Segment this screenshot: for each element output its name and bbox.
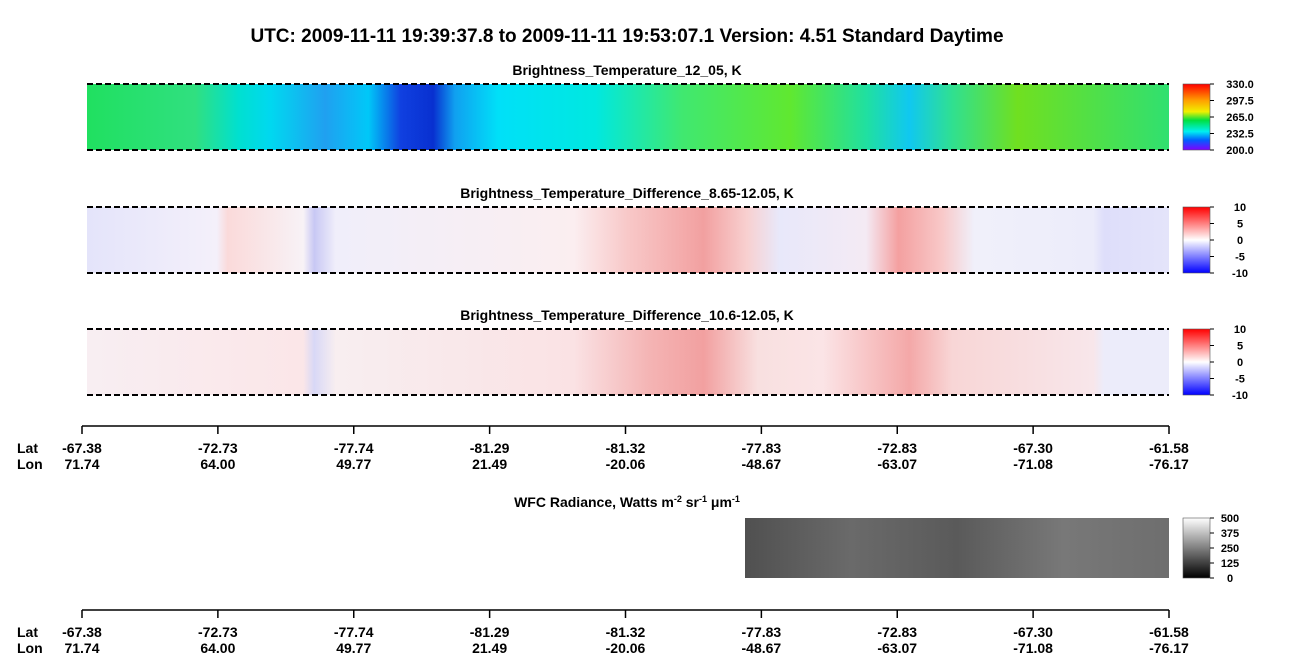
lon-value: 21.49 bbox=[472, 640, 507, 656]
colorbar-tick-label: 200.0 bbox=[1226, 145, 1254, 157]
title-part: WFC Radiance, Watts m bbox=[514, 494, 674, 510]
title-part: sr bbox=[682, 494, 700, 510]
lat-value: -67.30 bbox=[1013, 624, 1053, 640]
lon-value: -71.08 bbox=[1013, 456, 1053, 472]
colorbar-tick-label: 297.5 bbox=[1226, 96, 1254, 108]
lon-value: -63.07 bbox=[877, 456, 917, 472]
lat-value: -61.58 bbox=[1149, 440, 1189, 456]
colorbar bbox=[1182, 328, 1211, 396]
lon-value: -76.17 bbox=[1149, 640, 1189, 656]
title-part: μm bbox=[707, 494, 732, 510]
colorbar-tick-label: 330.0 bbox=[1226, 79, 1254, 91]
lat-value: -81.29 bbox=[470, 440, 510, 456]
lon-value: 71.74 bbox=[64, 456, 99, 472]
colorbar-tick-label: 232.5 bbox=[1226, 129, 1254, 141]
lat-value: -77.83 bbox=[742, 440, 782, 456]
lat-value: -72.73 bbox=[198, 440, 238, 456]
lon-value: -48.67 bbox=[742, 456, 782, 472]
colorbar bbox=[1182, 83, 1211, 151]
lat-value: -67.38 bbox=[62, 440, 102, 456]
lat-label: Lat bbox=[17, 440, 38, 456]
lon-value: -71.08 bbox=[1013, 640, 1053, 656]
lon-value: -48.67 bbox=[742, 640, 782, 656]
superscript: -2 bbox=[674, 494, 682, 504]
colorbar-tick-label: 375 bbox=[1221, 528, 1239, 540]
colorbar-tick-label: 5 bbox=[1237, 219, 1243, 231]
panel-title: Brightness_Temperature_Difference_10.6-1… bbox=[460, 307, 794, 323]
lon-label: Lon bbox=[17, 640, 43, 656]
colorbar-tick-label: -10 bbox=[1232, 268, 1248, 280]
lat-value: -72.83 bbox=[877, 624, 917, 640]
lon-value: -20.06 bbox=[606, 640, 646, 656]
lon-value: 49.77 bbox=[336, 456, 371, 472]
lat-value: -81.29 bbox=[470, 624, 510, 640]
lat-value: -72.73 bbox=[198, 624, 238, 640]
panel-title: Brightness_Temperature_12_05, K bbox=[512, 62, 741, 78]
wfc-title: WFC Radiance, Watts m-2 sr-1 μm-1 bbox=[514, 494, 740, 510]
colorbar-tick-label: 125 bbox=[1221, 558, 1239, 570]
lat-value: -77.74 bbox=[334, 440, 374, 456]
lon-value: -63.07 bbox=[877, 640, 917, 656]
colorbar bbox=[1182, 206, 1211, 274]
lon-value: 49.77 bbox=[336, 640, 371, 656]
lon-value: 64.00 bbox=[200, 640, 235, 656]
lon-value: 71.74 bbox=[64, 640, 99, 656]
lat-value: -67.38 bbox=[62, 624, 102, 640]
lat-value: -67.30 bbox=[1013, 440, 1053, 456]
panel-image bbox=[87, 329, 1169, 395]
colorbar-tick-label: 500 bbox=[1221, 513, 1239, 525]
colorbar-tick-label: 0 bbox=[1227, 573, 1233, 585]
wfc-image bbox=[745, 518, 1169, 578]
lon-value: 21.49 bbox=[472, 456, 507, 472]
lat-value: -72.83 bbox=[877, 440, 917, 456]
superscript: -1 bbox=[732, 494, 740, 504]
colorbar-tick-label: 5 bbox=[1237, 341, 1243, 353]
colorbar-tick-label: -10 bbox=[1232, 390, 1248, 402]
lat-value: -61.58 bbox=[1149, 624, 1189, 640]
lon-value: -20.06 bbox=[606, 456, 646, 472]
colorbar-tick-label: 250 bbox=[1221, 543, 1239, 555]
colorbar-tick-label: 265.0 bbox=[1226, 112, 1254, 124]
panel-image bbox=[87, 207, 1169, 273]
colorbar-tick-label: 0 bbox=[1237, 235, 1243, 247]
lon-value: 64.00 bbox=[200, 456, 235, 472]
colorbar-tick-label: 0 bbox=[1237, 357, 1243, 369]
lon-value: -76.17 bbox=[1149, 456, 1189, 472]
lat-label: Lat bbox=[17, 624, 38, 640]
colorbar-tick-label: 10 bbox=[1234, 324, 1246, 336]
colorbar-tick-label: 10 bbox=[1234, 202, 1246, 214]
panel-image bbox=[87, 84, 1169, 150]
colorbar-tick-label: -5 bbox=[1235, 252, 1245, 264]
lat-value: -81.32 bbox=[606, 440, 646, 456]
superscript: -1 bbox=[699, 494, 707, 504]
lon-label: Lon bbox=[17, 456, 43, 472]
lat-value: -77.74 bbox=[334, 624, 374, 640]
lat-value: -77.83 bbox=[742, 624, 782, 640]
colorbar bbox=[1182, 517, 1211, 579]
colorbar-tick-label: -5 bbox=[1235, 374, 1245, 386]
panel-title: Brightness_Temperature_Difference_8.65-1… bbox=[460, 185, 794, 201]
lat-value: -81.32 bbox=[606, 624, 646, 640]
page-title: UTC: 2009-11-11 19:39:37.8 to 2009-11-11… bbox=[250, 26, 1003, 47]
